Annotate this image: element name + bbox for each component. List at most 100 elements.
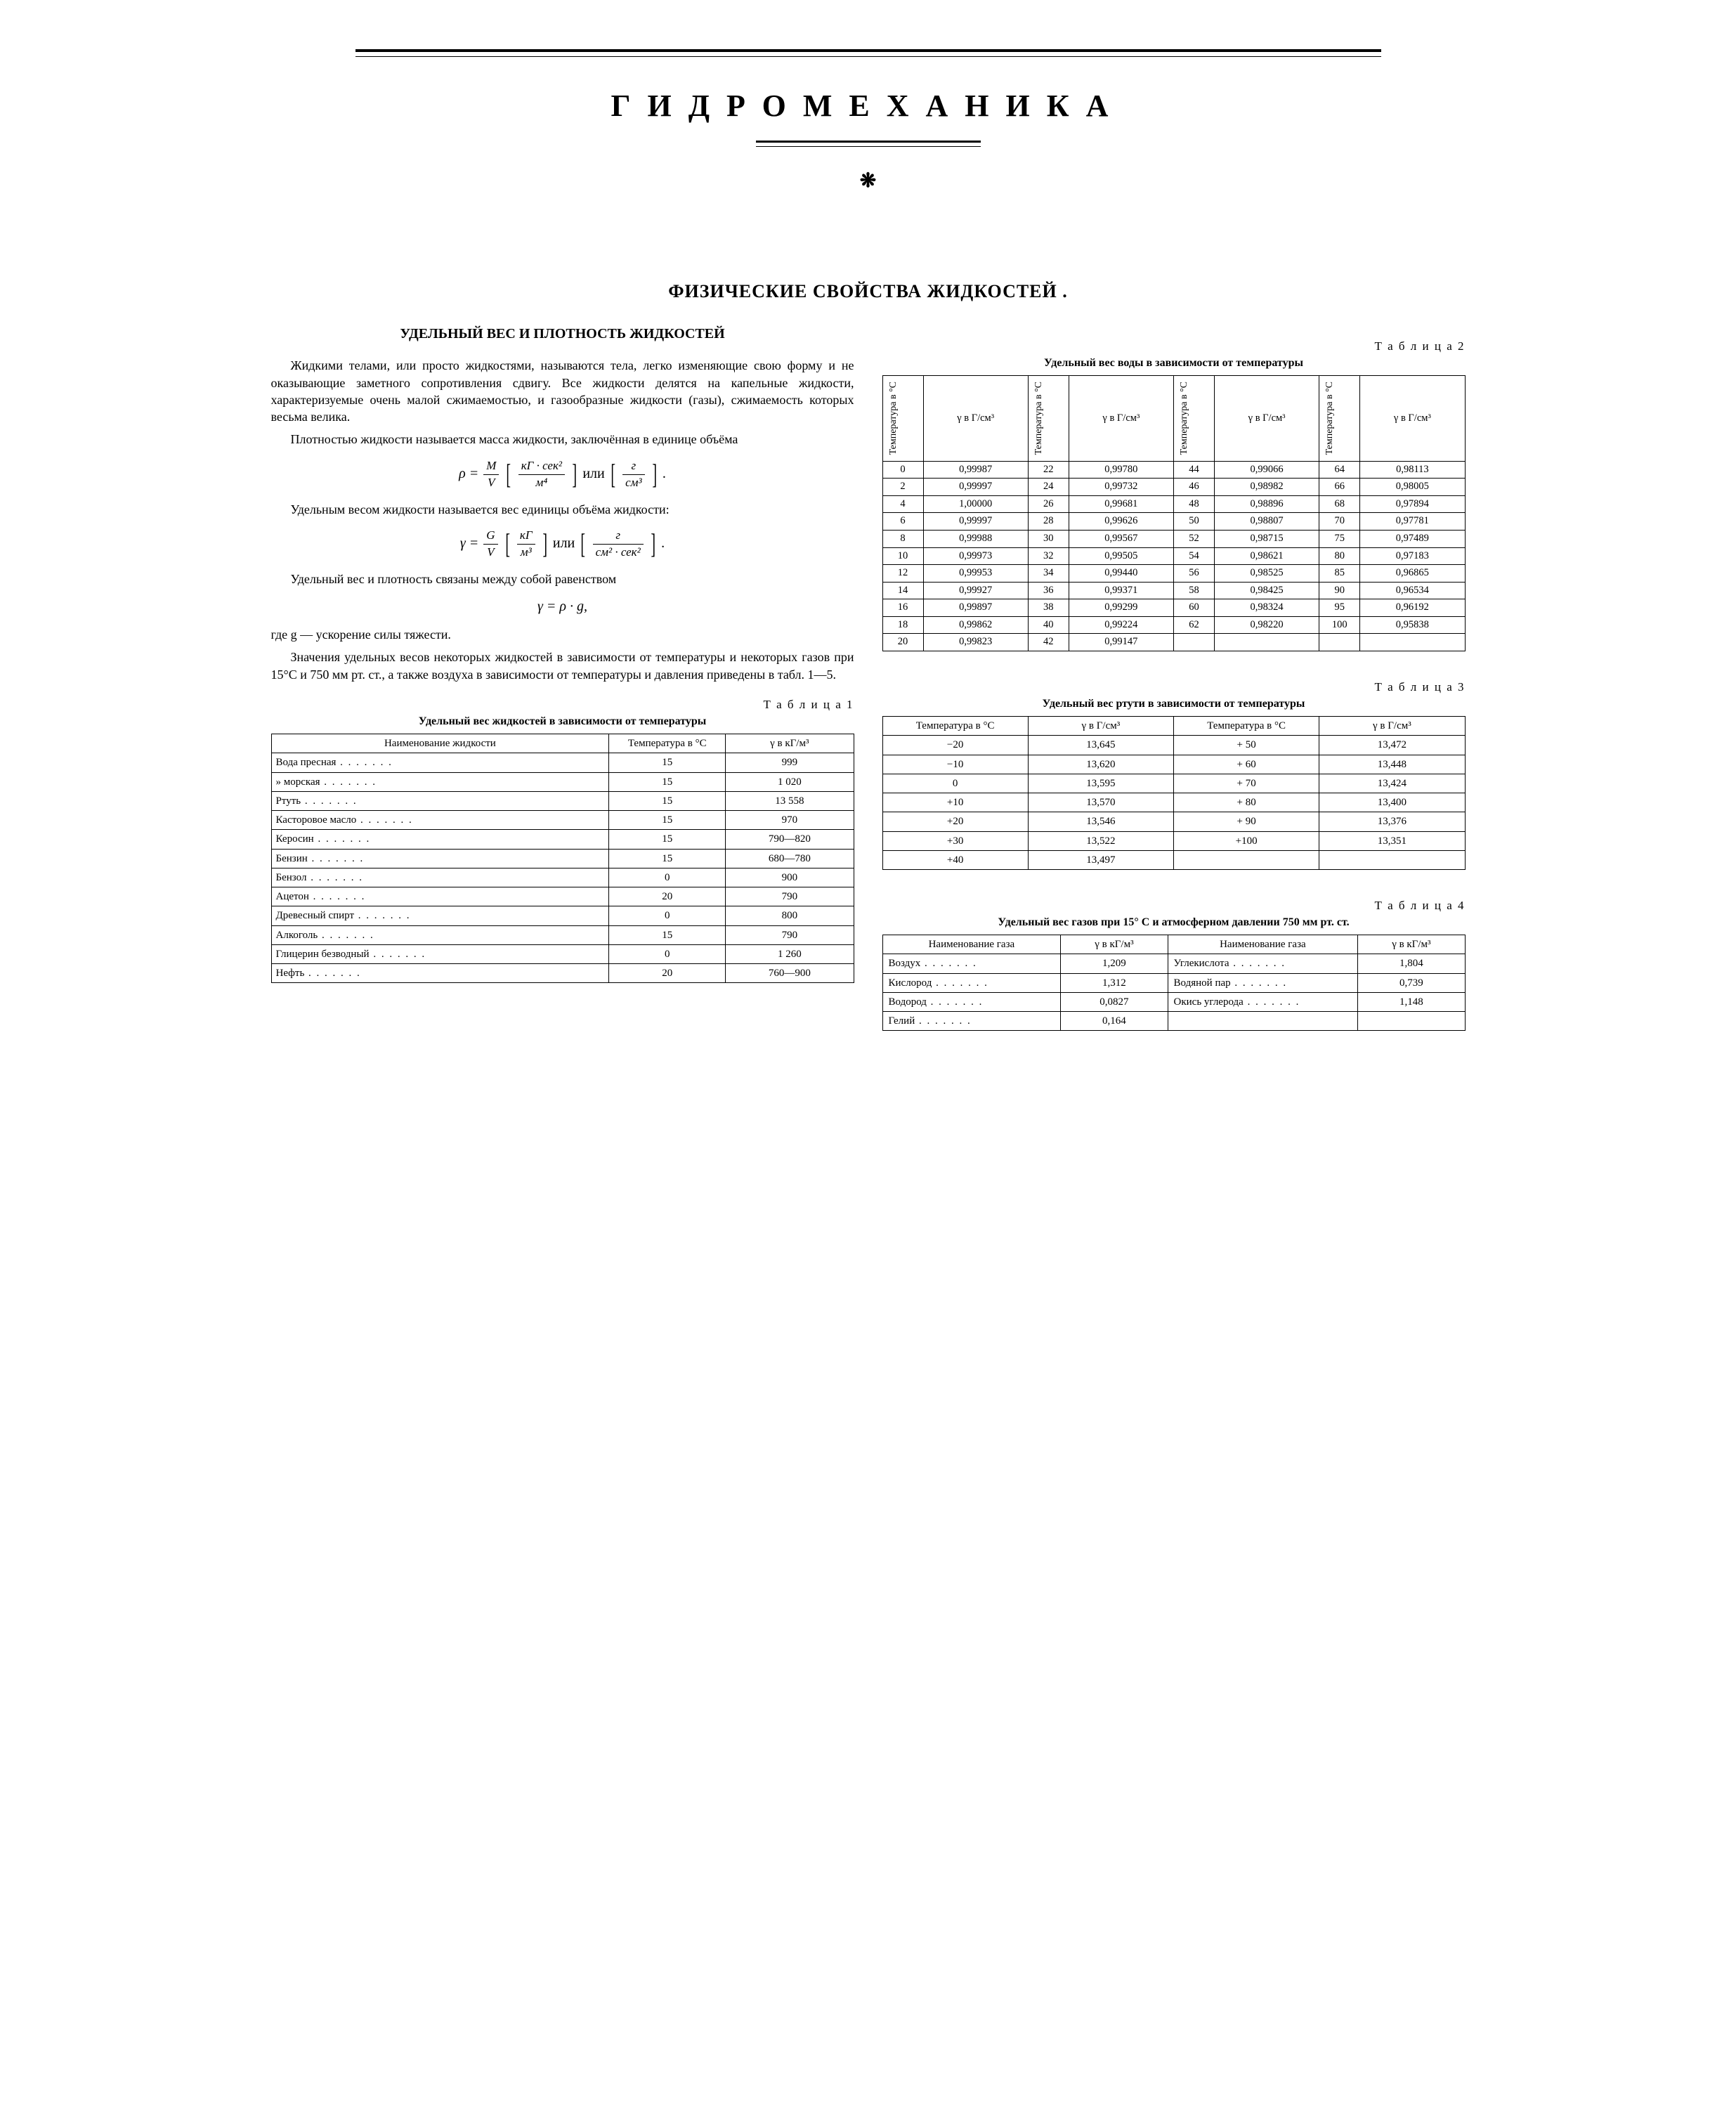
table-2: Температура в °С γ в Г/см³ Температура в… <box>882 375 1466 651</box>
gamma-value: 13,424 <box>1319 774 1465 793</box>
table-row: −2013,645+ 5013,472 <box>882 736 1465 755</box>
gamma-value: 0,95838 <box>1360 616 1465 634</box>
table3-head: Температура в °С γ в Г/см³ Температура в… <box>882 717 1465 736</box>
gamma-value: 0,99988 <box>923 531 1028 548</box>
formula-density: ρ = M V [ кГ · сек² м⁴ ] или [ г см³ ] <box>271 458 854 491</box>
liquid-name: Касторовое масло <box>271 811 609 830</box>
table2-caption: Удельный вес воды в зависимости от темпе… <box>882 356 1466 370</box>
temp-value: 60 <box>1173 599 1214 617</box>
temp-value: + 60 <box>1174 755 1319 774</box>
den-v2: V <box>483 545 497 561</box>
t1-h1: Температура в °С <box>609 734 726 753</box>
t3-h1: γ в Г/см³ <box>1028 717 1173 736</box>
den-v: V <box>483 475 499 491</box>
temp-value: 68 <box>1319 495 1360 513</box>
gamma-value: 0,99440 <box>1069 565 1173 583</box>
paragraph-4: Удельный вес и плотность связаны между с… <box>271 571 854 587</box>
gamma-value: 1,148 <box>1358 992 1465 1011</box>
gamma-value: 13,376 <box>1319 812 1465 831</box>
frac-m-v: M V <box>483 458 499 491</box>
table-1: Наименование жидкости Температура в °С γ… <box>271 734 854 983</box>
table4-head: Наименование газа γ в кГ/м³ Наименование… <box>882 935 1465 954</box>
gamma-value: 0,99987 <box>923 461 1028 479</box>
gas-name: Гелий <box>882 1012 1061 1031</box>
gamma-value: 13,645 <box>1028 736 1173 755</box>
temp-value: + 50 <box>1174 736 1319 755</box>
temp-value: 26 <box>1028 495 1069 513</box>
table-row: 80,99988300,99567520,98715750,97489 <box>882 531 1465 548</box>
temp-value: 75 <box>1319 531 1360 548</box>
temp-value: 14 <box>882 582 923 599</box>
table2-head: Температура в °С γ в Г/см³ Температура в… <box>882 376 1465 461</box>
gamma-value: 0,99780 <box>1069 461 1173 479</box>
gas-name: Углекислота <box>1168 954 1358 973</box>
gamma-value: 0,98715 <box>1214 531 1319 548</box>
gamma-value: 0,98220 <box>1214 616 1319 634</box>
temp-value: 15 <box>609 925 726 944</box>
gamma-value: 0,98896 <box>1214 495 1319 513</box>
u4n: г <box>593 528 644 545</box>
temp-value: 95 <box>1319 599 1360 617</box>
right-bracket-icon-2: ] <box>652 460 657 488</box>
u2n: г <box>622 458 645 475</box>
gamma-value: 13,570 <box>1028 793 1173 812</box>
subsection-title: УДЕЛЬНЫЙ ВЕС И ПЛОТНОСТЬ ЖИДКОСТЕЙ <box>271 325 854 343</box>
temp-value <box>1174 850 1319 869</box>
temp-value: 42 <box>1028 634 1069 651</box>
liquid-name: Глицерин безводный <box>271 944 609 963</box>
or-2: или <box>553 535 578 551</box>
num-m: M <box>483 458 499 475</box>
frac-unit3: кГ м³ <box>517 528 535 561</box>
temp-value: 66 <box>1319 479 1360 496</box>
temp-value: 12 <box>882 565 923 583</box>
u2d: см³ <box>622 475 645 491</box>
table-row: Кислород1,312Водяной пар0,739 <box>882 973 1465 992</box>
t4-h3: γ в кГ/м³ <box>1358 935 1465 954</box>
liquid-name: Бензин <box>271 849 609 868</box>
t2-hg-c: γ в Г/см³ <box>1214 376 1319 461</box>
liquid-name: Алкоголь <box>271 925 609 944</box>
temp-value: 34 <box>1028 565 1069 583</box>
gamma-value: 0,99997 <box>923 479 1028 496</box>
table-row: Керосин15790—820 <box>271 830 854 849</box>
gamma-value: 0,98525 <box>1214 565 1319 583</box>
table4-caption: Удельный вес газов при 15° С и атмосферн… <box>882 916 1466 929</box>
ornament-icon: ❋ <box>271 168 1466 195</box>
or-1: или <box>582 466 608 481</box>
temp-value: + 90 <box>1174 812 1319 831</box>
gamma-value: 0,739 <box>1358 973 1465 992</box>
table-row: −1013,620+ 6013,448 <box>882 755 1465 774</box>
frac-unit4: г см² · сек² <box>593 528 644 561</box>
gamma-value: 0,96865 <box>1360 565 1465 583</box>
temp-value: 20 <box>609 887 726 906</box>
table1-body: Вода пресная15999 » морская151 020Ртуть1… <box>271 753 854 983</box>
gamma-value: 0,99823 <box>923 634 1028 651</box>
gamma-value: 0,97489 <box>1360 531 1465 548</box>
temp-value: 20 <box>609 964 726 983</box>
paragraph-5: где g — ускорение силы тяжести. <box>271 626 854 643</box>
gamma-value: 13,400 <box>1319 793 1465 812</box>
frac-unit1: кГ · сек² м⁴ <box>518 458 565 491</box>
t1-h2: γ в кГ/м³ <box>726 734 854 753</box>
gamma-value: 790—820 <box>726 830 854 849</box>
table-row: Бензин15680—780 <box>271 849 854 868</box>
temp-value: 0 <box>882 774 1028 793</box>
rho-lhs: ρ = <box>459 466 478 481</box>
temp-value: + 70 <box>1174 774 1319 793</box>
table-row: 120,99953340,99440560,98525850,96865 <box>882 565 1465 583</box>
gamma-value: 0,99681 <box>1069 495 1173 513</box>
temp-value: 0 <box>609 868 726 887</box>
paragraph-3: Удельным весом жидкости называется вес е… <box>271 501 854 518</box>
temp-value: 15 <box>609 791 726 810</box>
temp-value: 20 <box>882 634 923 651</box>
table3-body: −2013,645+ 5013,472−1013,620+ 6013,44801… <box>882 736 1465 870</box>
temp-value: 15 <box>609 830 726 849</box>
table-row: Нефть20760—900 <box>271 964 854 983</box>
table-row: Ацетон20790 <box>271 887 854 906</box>
page: ГИДРОМЕХАНИКА ❋ ФИЗИЧЕСКИЕ СВОЙСТВА ЖИДК… <box>271 49 1466 1031</box>
temp-value: 15 <box>609 753 726 772</box>
t3-h0: Температура в °С <box>882 717 1028 736</box>
gamma-value <box>1319 850 1465 869</box>
gamma-value: 0,99567 <box>1069 531 1173 548</box>
temp-value: 22 <box>1028 461 1069 479</box>
